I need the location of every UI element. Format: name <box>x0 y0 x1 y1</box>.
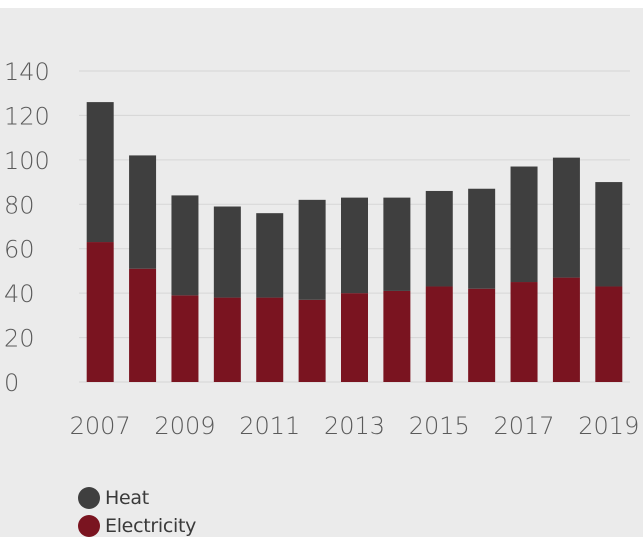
legend-item-heat: Heat <box>78 484 196 512</box>
bar-electricity-2009 <box>171 295 199 382</box>
y-tick-label: 60 <box>4 236 35 264</box>
bar-heat-2018 <box>552 157 580 278</box>
y-tick-label: 40 <box>4 280 35 308</box>
bar-heat-2012 <box>298 199 326 300</box>
y-tick-label: 20 <box>4 325 35 353</box>
y-tick-label: 120 <box>4 102 50 130</box>
bar-heat-2016 <box>468 188 496 289</box>
bar-electricity-2007 <box>86 242 114 382</box>
bar-electricity-2010 <box>213 297 241 382</box>
y-tick-label: 0 <box>4 369 19 397</box>
bar-heat-2008 <box>129 155 157 269</box>
legend-label-heat: Heat <box>105 487 149 509</box>
bar-electricity-2015 <box>425 286 453 382</box>
y-tick-label: 80 <box>4 191 35 219</box>
bar-electricity-2012 <box>298 299 326 382</box>
bar-heat-2013 <box>341 197 368 294</box>
legend-label-electricity: Electricity <box>105 515 197 537</box>
bar-electricity-2013 <box>341 293 368 382</box>
bar-electricity-2018 <box>552 277 580 382</box>
bar-electricity-2008 <box>129 268 157 382</box>
bar-heat-2009 <box>171 195 199 296</box>
bar-heat-2007 <box>86 102 114 243</box>
bar-electricity-2014 <box>383 290 411 382</box>
legend-swatch-heat <box>78 487 100 509</box>
x-tick-label: 2013 <box>324 412 385 440</box>
bar-heat-2014 <box>383 197 411 291</box>
bar-heat-2017 <box>510 166 538 283</box>
x-tick-label: 2015 <box>409 412 470 440</box>
bar-heat-2015 <box>425 190 453 287</box>
y-tick-label: 140 <box>4 58 50 86</box>
bar-electricity-2019 <box>595 286 623 382</box>
y-tick-label: 100 <box>4 147 50 175</box>
legend: Heat Electricity <box>78 484 196 540</box>
bar-heat-2010 <box>213 206 241 298</box>
x-tick-label: 2011 <box>239 412 300 440</box>
legend-item-electricity: Electricity <box>78 512 196 540</box>
x-tick-label: 2017 <box>493 412 554 440</box>
x-tick-label: 2009 <box>154 412 215 440</box>
bar-heat-2011 <box>256 213 284 298</box>
bar-heat-2019 <box>595 182 623 287</box>
bar-electricity-2016 <box>468 288 496 382</box>
bar-electricity-2011 <box>256 297 284 382</box>
x-tick-label: 2007 <box>70 412 131 440</box>
legend-swatch-electricity <box>78 515 100 537</box>
x-tick-label: 2019 <box>578 412 639 440</box>
bar-electricity-2017 <box>510 282 538 382</box>
